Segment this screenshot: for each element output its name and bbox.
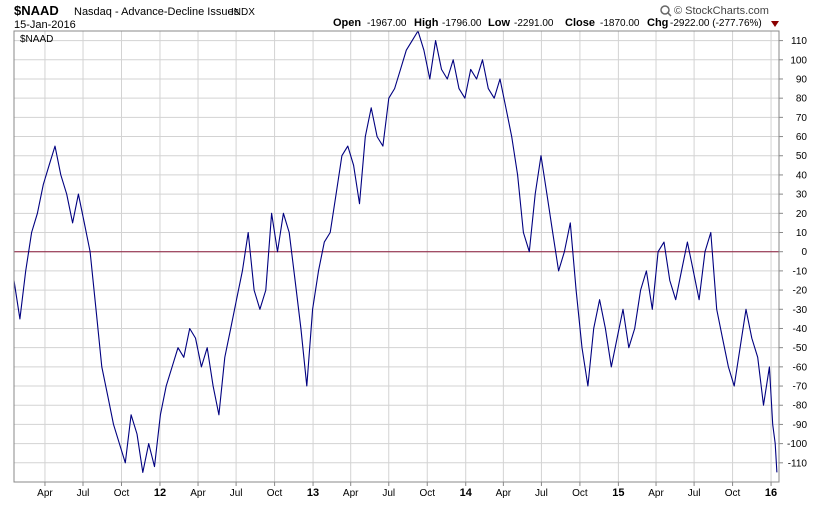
open-label: Open <box>333 17 361 29</box>
plot-frame <box>13 30 780 483</box>
y-tick-label: -30 <box>793 305 808 316</box>
series-legend: $NAAD <box>20 34 53 45</box>
y-tick-label: 50 <box>796 151 808 162</box>
y-tick-label: 90 <box>796 74 808 85</box>
y-tick-label: -100 <box>787 439 807 450</box>
y-tick-label: 70 <box>796 113 808 124</box>
close-value: -1870.00 <box>600 18 640 29</box>
x-tick-label: 14 <box>460 487 473 499</box>
y-tick-label: 30 <box>796 190 808 201</box>
x-tick-label: Jul <box>535 488 548 499</box>
y-tick-label: -50 <box>793 343 808 354</box>
low-label: Low <box>488 17 510 29</box>
x-tick-label: 13 <box>307 487 319 499</box>
y-tick-label: 100 <box>790 55 807 66</box>
brand-text: © StockCharts.com <box>674 5 769 17</box>
x-tick-label: Apr <box>37 488 53 499</box>
y-tick-label: 40 <box>796 170 808 181</box>
y-tick-label: -10 <box>793 266 808 277</box>
high-value: -1796.00 <box>442 18 482 29</box>
y-tick-label: -40 <box>793 324 808 335</box>
y-tick-label: -110 <box>788 458 808 469</box>
x-tick-label: Apr <box>648 488 664 499</box>
x-tick-label: Oct <box>419 488 435 499</box>
high-label: High <box>414 17 439 29</box>
y-tick-label: 20 <box>796 209 808 220</box>
grid-layer <box>14 31 779 482</box>
chg-label: Chg <box>647 17 668 29</box>
x-tick-label: 15 <box>612 487 624 499</box>
x-tick-label: Oct <box>114 488 130 499</box>
x-tick-label: Apr <box>190 488 206 499</box>
chart-date: 15-Jan-2016 <box>14 19 76 31</box>
y-tick-label: -60 <box>793 362 808 373</box>
x-tick-label: Jul <box>688 488 701 499</box>
y-tick-label: 0 <box>801 247 807 258</box>
close-label: Close <box>565 17 595 29</box>
chart-symbol: $NAAD <box>14 3 59 18</box>
x-tick-label: Apr <box>496 488 512 499</box>
x-tick-label: Jul <box>77 488 90 499</box>
series-layer <box>13 30 778 473</box>
x-tick-label: 16 <box>765 487 777 499</box>
low-value: -2291.00 <box>514 18 554 29</box>
chart-description: Nasdaq - Advance-Decline Issues <box>74 6 240 18</box>
y-tick-label: -90 <box>793 420 808 431</box>
x-tick-label: Apr <box>343 488 359 499</box>
x-tick-label: Oct <box>267 488 283 499</box>
y-tick-label: 60 <box>796 132 808 143</box>
chg-value: -2922.00 (-277.76%) <box>670 18 762 29</box>
x-tick-label: Jul <box>382 488 395 499</box>
y-tick-label: 10 <box>796 228 808 239</box>
series-line <box>13 30 778 473</box>
x-tick-label: Jul <box>230 488 243 499</box>
x-tick-label: Oct <box>725 488 741 499</box>
x-tick-label: Oct <box>572 488 588 499</box>
y-axis-ticks: 1101009080706050403020100-10-20-30-40-50… <box>779 36 807 469</box>
open-value: -1967.00 <box>367 18 407 29</box>
y-tick-label: -70 <box>793 382 808 393</box>
down-arrow-icon <box>771 21 779 27</box>
y-tick-label: -80 <box>793 401 808 412</box>
y-tick-label: 80 <box>796 94 808 105</box>
y-tick-label: -20 <box>793 286 808 297</box>
x-tick-label: 12 <box>154 487 166 499</box>
x-axis-ticks: Apr Jul Oct 12 Apr Jul Oct 13 Apr Jul Oct 14 Apr Jul O… <box>37 482 777 499</box>
y-tick-label: 110 <box>791 36 807 47</box>
stockcharts-logo-icon <box>660 5 672 17</box>
chart-type-label: INDX <box>231 7 255 18</box>
